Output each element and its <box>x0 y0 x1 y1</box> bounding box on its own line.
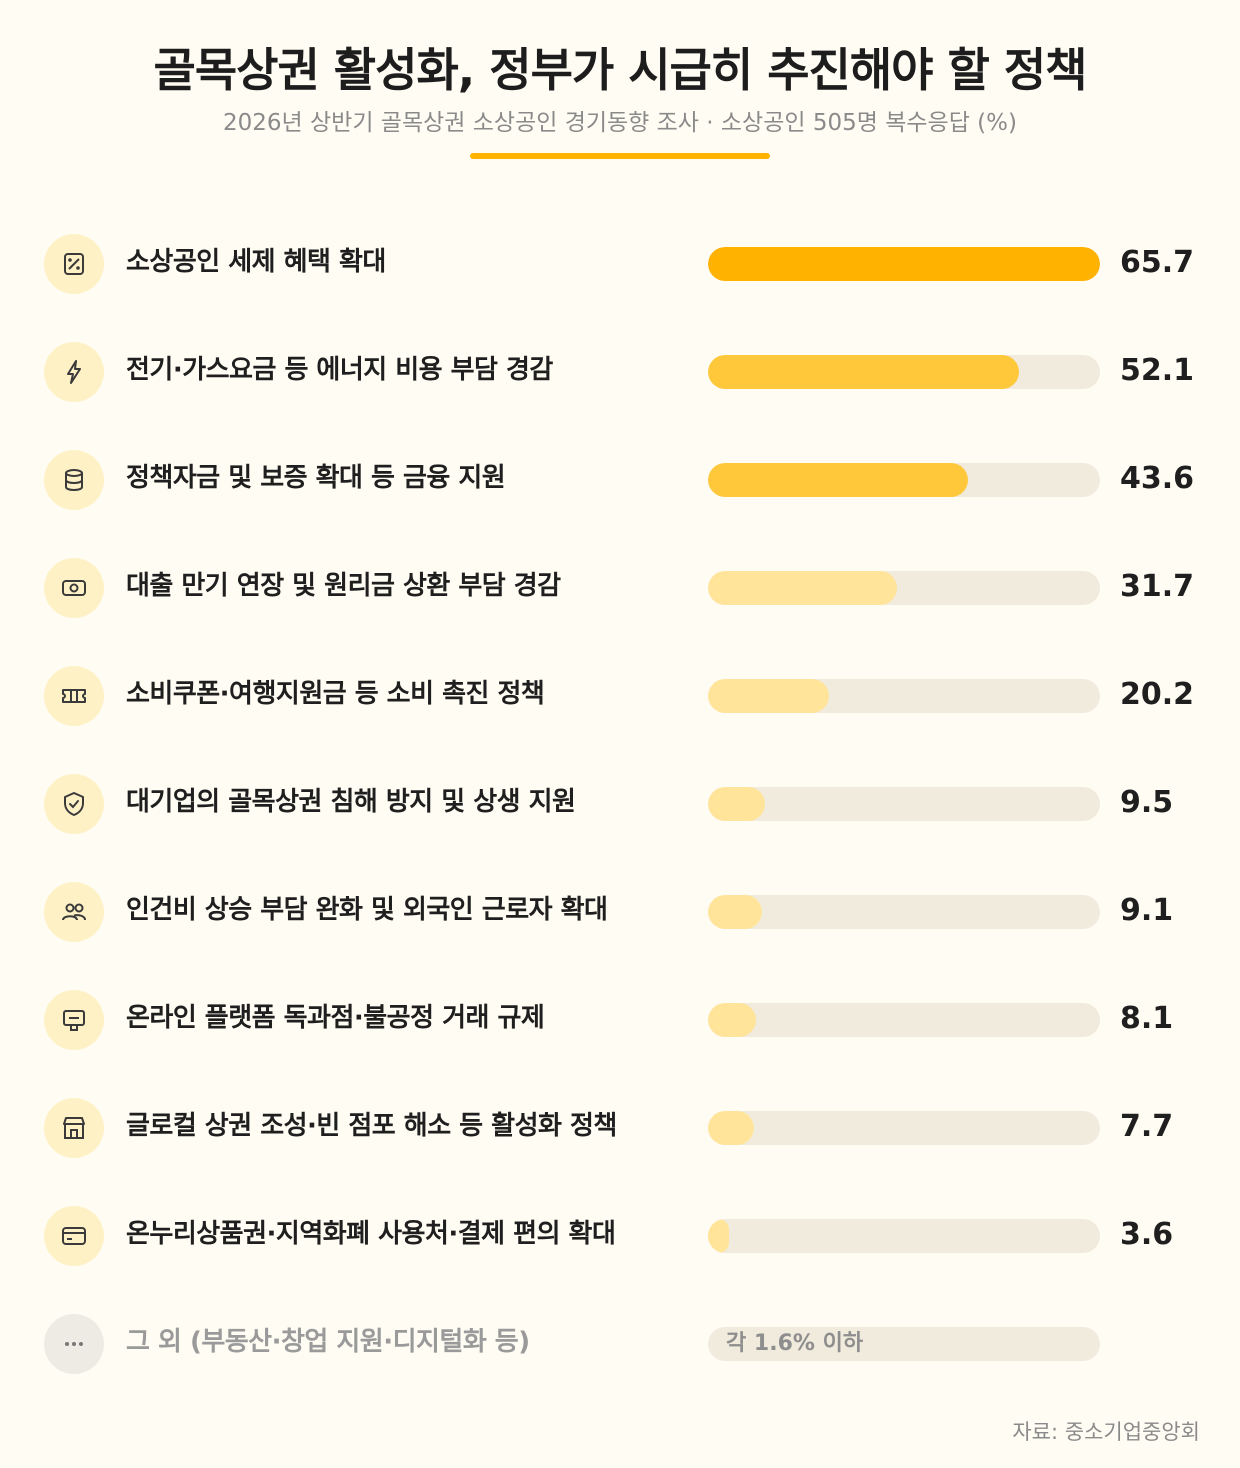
bar <box>708 463 969 497</box>
value-label: 3.6 <box>1120 1217 1174 1252</box>
bar-track <box>708 1003 1100 1037</box>
shield-check-icon <box>44 774 104 834</box>
other-note: 각 1.6% 이하 <box>726 1331 864 1356</box>
value-label: 7.7 <box>1120 1109 1174 1144</box>
category-label: 온라인 플랫폼 독과점·불공정 거래 규제 <box>126 1003 545 1033</box>
bar-row: 정책자금 및 보증 확대 등 금융 지원 43.6 <box>0 426 1240 534</box>
bar-track <box>708 787 1100 821</box>
other-row: 그 외 (부동산·창업 지원·디지털화 등) 각 1.6% 이하 <box>0 1290 1240 1398</box>
bar-row: 소비쿠폰·여행지원금 등 소비 촉진 정책 20.2 <box>0 642 1240 750</box>
category-label: 인건비 상승 부담 완화 및 외국인 근로자 확대 <box>126 895 608 925</box>
bar-row: 온라인 플랫폼 독과점·불공정 거래 규제 8.1 <box>0 966 1240 1074</box>
chart-title: 골목상권 활성화, 정부가 시급히 추진해야 할 정책 <box>153 43 1088 97</box>
title-accent-line <box>470 153 770 159</box>
category-label: 글로컬 상권 조성·빈 점포 해소 등 활성화 정책 <box>126 1111 617 1141</box>
bar-row: 대출 만기 연장 및 원리금 상환 부담 경감 31.7 <box>0 534 1240 642</box>
bar <box>708 1003 757 1037</box>
category-label: 소비쿠폰·여행지원금 등 소비 촉진 정책 <box>126 679 545 709</box>
ellipsis-icon <box>44 1314 104 1374</box>
credit-card-icon <box>44 1206 104 1266</box>
category-label: 대기업의 골목상권 침해 방지 및 상생 지원 <box>126 787 576 817</box>
bar-row: 온누리상품권·지역화폐 사용처·결제 편의 확대 3.6 <box>0 1182 1240 1290</box>
bar-row: 전기·가스요금 등 에너지 비용 부담 경감 52.1 <box>0 318 1240 426</box>
value-label: 8.1 <box>1120 1001 1174 1036</box>
ticket-icon <box>44 666 104 726</box>
bar <box>708 571 898 605</box>
store-icon <box>44 1098 104 1158</box>
bar <box>708 1111 754 1145</box>
bar-row: 인건비 상승 부담 완화 및 외국인 근로자 확대 9.1 <box>0 858 1240 966</box>
lightning-icon <box>44 342 104 402</box>
other-label: 그 외 (부동산·창업 지원·디지털화 등) <box>126 1327 530 1357</box>
value-label: 52.1 <box>1120 353 1195 388</box>
banknote-icon <box>44 558 104 618</box>
bar-row: 대기업의 골목상권 침해 방지 및 상생 지원 9.5 <box>0 750 1240 858</box>
value-label: 9.1 <box>1120 893 1174 928</box>
monitor-icon <box>44 990 104 1050</box>
bar-track <box>708 679 1100 713</box>
bar <box>708 787 765 821</box>
bar-track <box>708 571 1100 605</box>
percent-tag-icon <box>44 234 104 294</box>
database-coins-icon <box>44 450 104 510</box>
chart-header: 골목상권 활성화, 정부가 시급히 추진해야 할 정책 2026년 상반기 골목… <box>0 40 1240 138</box>
bar-track <box>708 1111 1100 1145</box>
other-track: 각 1.6% 이하 <box>708 1327 1100 1361</box>
value-label: 20.2 <box>1120 677 1195 712</box>
value-label: 43.6 <box>1120 461 1195 496</box>
people-icon <box>44 882 104 942</box>
source-note: 자료: 중소기업중앙회 <box>1012 1420 1200 1444</box>
category-label: 온누리상품권·지역화폐 사용처·결제 편의 확대 <box>126 1219 616 1249</box>
bar <box>708 895 763 929</box>
bar-track <box>708 1219 1100 1253</box>
value-label: 31.7 <box>1120 569 1195 604</box>
value-label: 9.5 <box>1120 785 1174 820</box>
bar <box>708 1219 730 1253</box>
category-label: 소상공인 세제 혜택 확대 <box>126 247 386 277</box>
bar <box>708 679 829 713</box>
value-label: 65.7 <box>1120 245 1195 280</box>
category-label: 전기·가스요금 등 에너지 비용 부담 경감 <box>126 355 553 385</box>
bar-track <box>708 247 1100 281</box>
bar-row: 글로컬 상권 조성·빈 점포 해소 등 활성화 정책 7.7 <box>0 1074 1240 1182</box>
category-label: 정책자금 및 보증 확대 등 금융 지원 <box>126 463 506 493</box>
bar <box>708 355 1019 389</box>
bar-track <box>708 355 1100 389</box>
category-label: 대출 만기 연장 및 원리금 상환 부담 경감 <box>126 571 561 601</box>
bar-track <box>708 895 1100 929</box>
bar <box>708 247 1100 281</box>
bar-track <box>708 463 1100 497</box>
chart-subtitle: 2026년 상반기 골목상권 소상공인 경기동향 조사 · 소상공인 505명 … <box>223 110 1017 136</box>
bar-row: 소상공인 세제 혜택 확대 65.7 <box>0 210 1240 318</box>
